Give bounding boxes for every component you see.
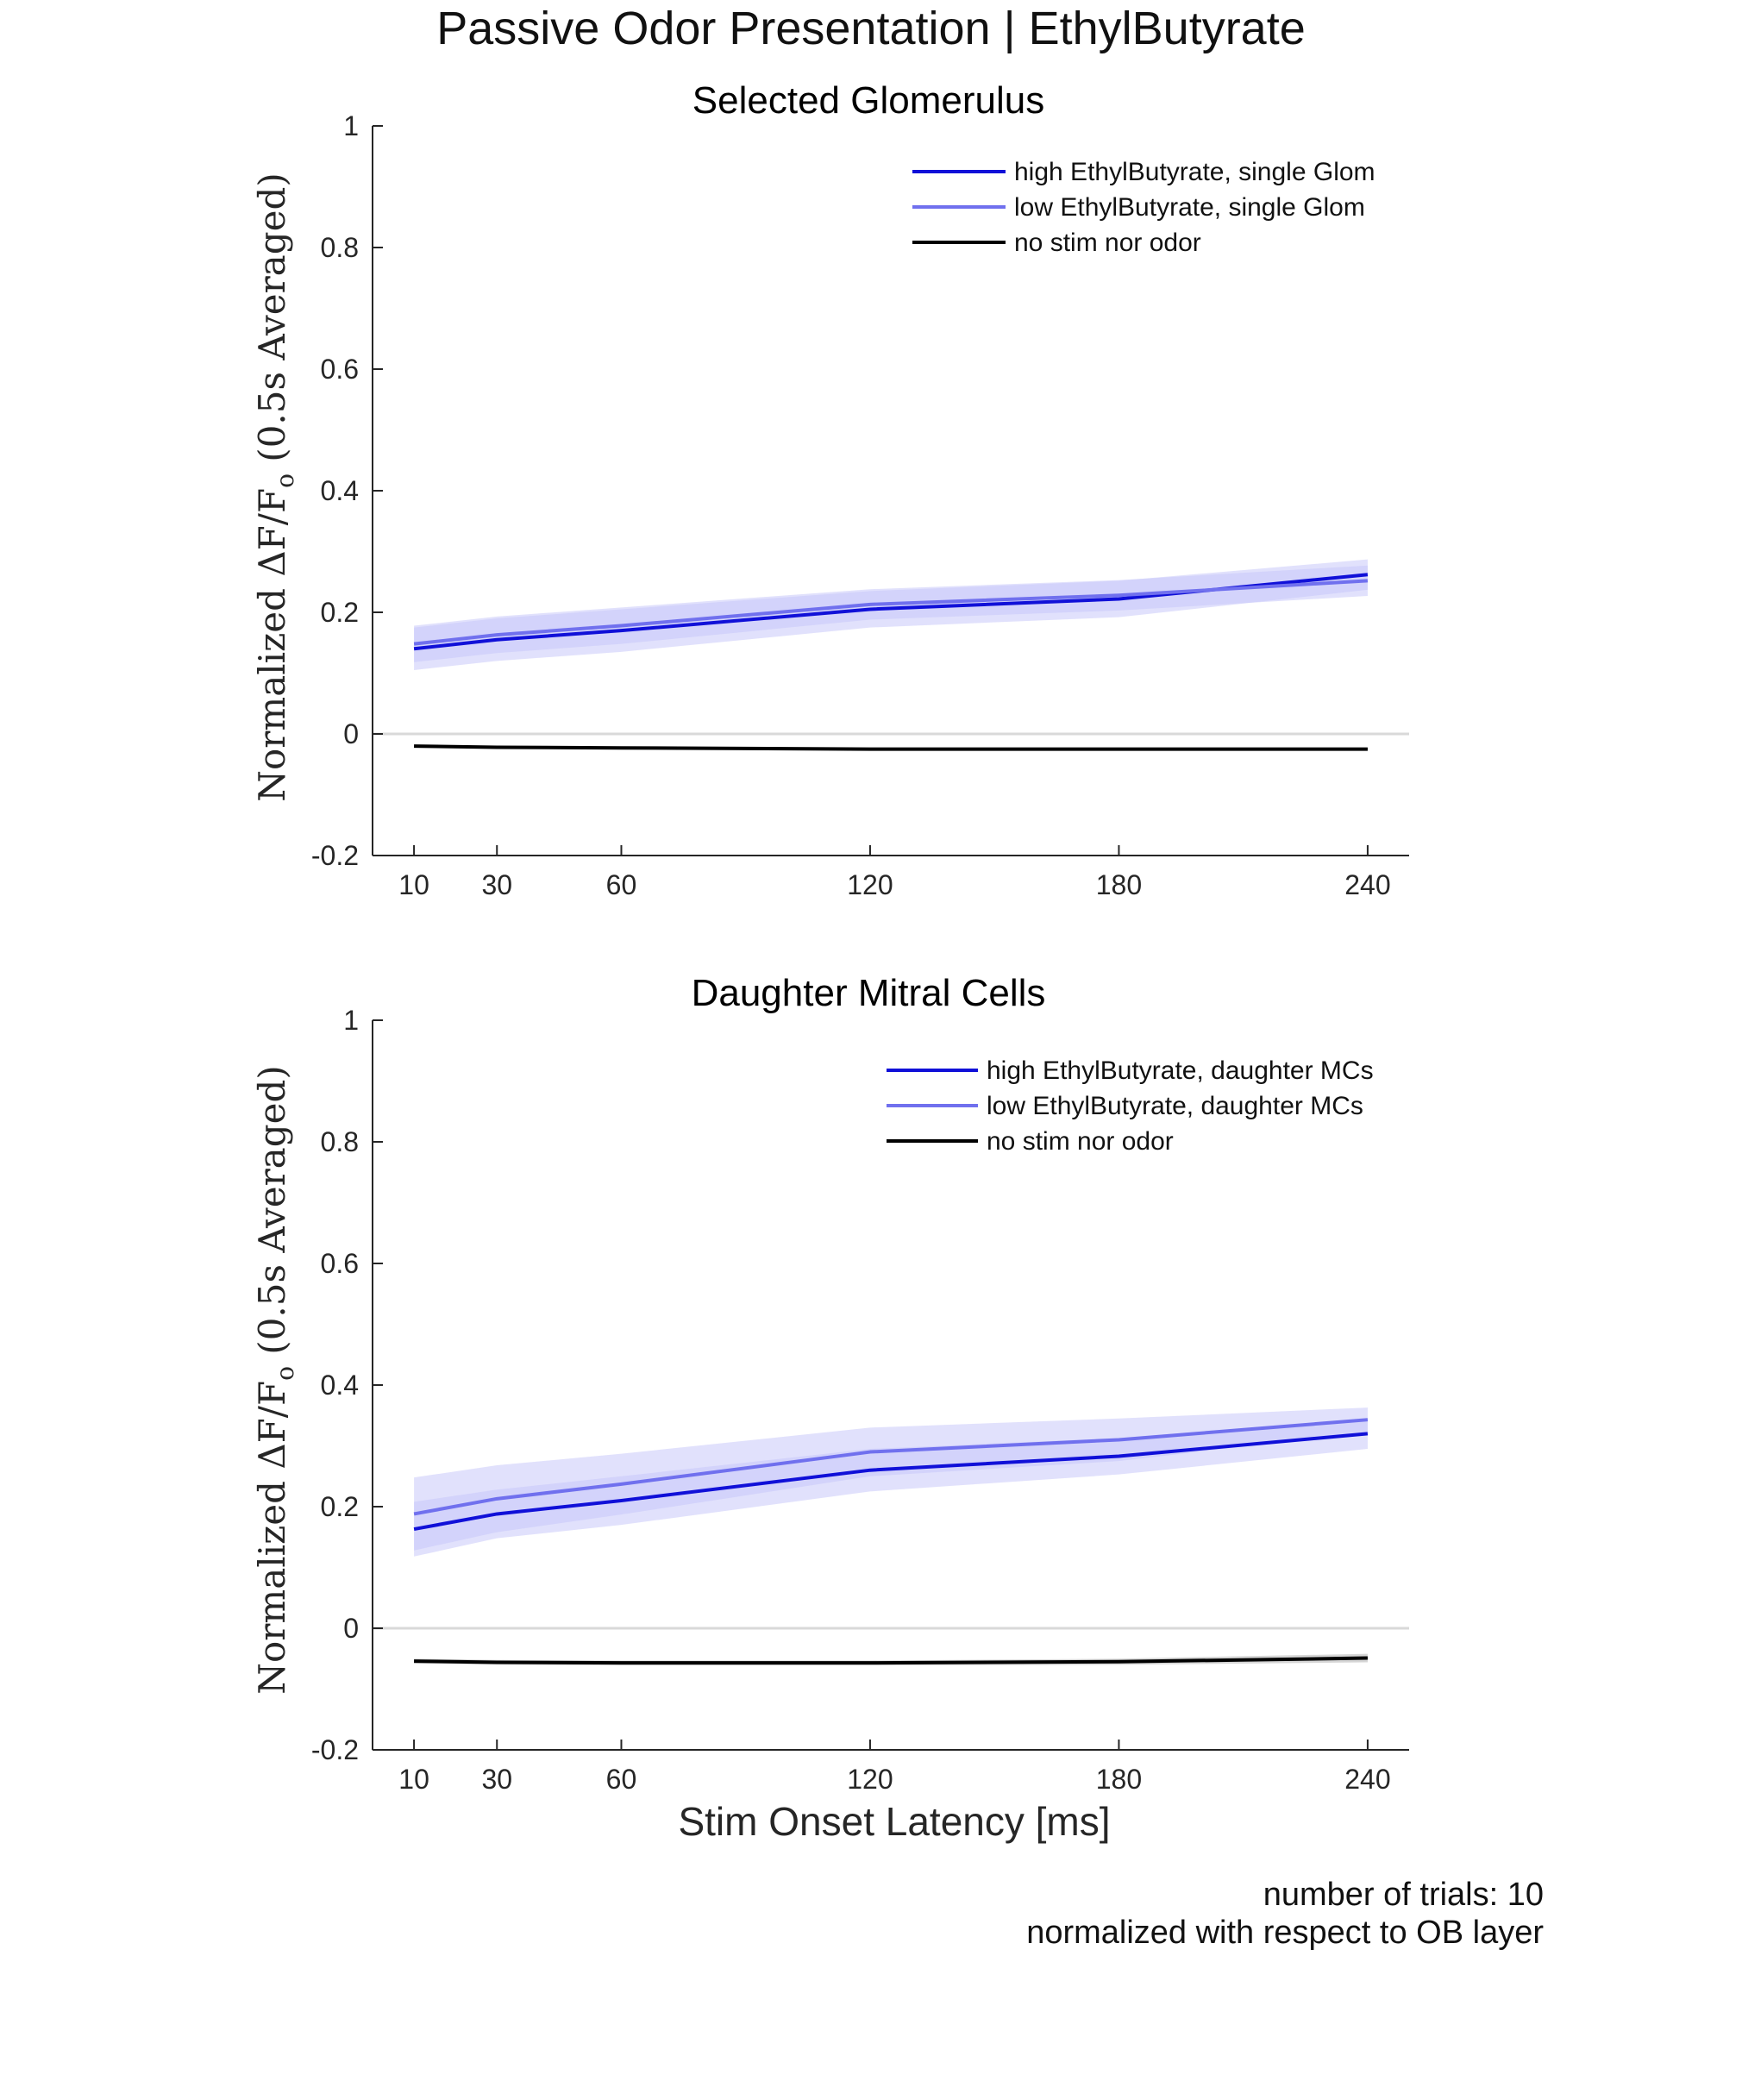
y-tick-label: 1 [343, 1005, 359, 1036]
x-tick-label: 10 [398, 869, 429, 900]
series-line-none [414, 744, 1368, 751]
x-tick-label: 180 [1096, 1764, 1142, 1795]
y-axis-label: Normalized ΔF/Fo (0.5s Averaged) [251, 172, 299, 801]
y-tick-label: 0.6 [321, 1248, 359, 1279]
y-tick-label: 0.8 [321, 232, 359, 263]
plot-area: -0.2 0 0.2 0.4 0.6 0.8 1 10 30 60 120 180 240 high Et… [311, 110, 1409, 900]
panel-daughter-mitral-cells: Daughter Mitral Cells Normalized ΔF/Fo (… [251, 972, 1409, 1844]
x-tick-label: 180 [1096, 869, 1142, 900]
x-tick-label: 60 [606, 1764, 637, 1795]
y-tick-label: 1 [343, 110, 359, 141]
y-tick-label: -0.2 [311, 1734, 359, 1765]
svg-text:Normalized ΔF/Fo (0.5s Average: Normalized ΔF/Fo (0.5s Averaged) [251, 1065, 299, 1694]
svg-text:Normalized ΔF/Fo (0.5s Average: Normalized ΔF/Fo (0.5s Averaged) [251, 172, 299, 801]
series-line-high [413, 573, 1369, 651]
y-tick-label: 0.2 [321, 1491, 359, 1522]
legend-label-none: no stim nor odor [1014, 229, 1201, 257]
x-tick-label: 10 [398, 1764, 429, 1795]
figure-title: Passive Odor Presentation | EthylButyrat… [436, 3, 1306, 54]
y-tick-label: 0.2 [321, 597, 359, 628]
plot-area: -0.2 0 0.2 0.4 0.6 0.8 1 10 30 60 120 180 240 high Et… [311, 1005, 1409, 1795]
footnote-trials: number of trials: 10 [1263, 1877, 1544, 1913]
x-tick-label: 240 [1344, 1764, 1390, 1795]
x-tick-label: 120 [847, 1764, 893, 1795]
y-tick-label: 0.4 [321, 475, 359, 506]
y-tick-label: 0.4 [321, 1370, 359, 1401]
legend-label-low: low EthylButyrate, daughter MCs [987, 1092, 1363, 1120]
legend: high EthylButyrate, single Glom low Ethyl… [912, 158, 1375, 257]
legend-label-high: high EthylButyrate, daughter MCs [987, 1056, 1374, 1085]
panel-title: Selected Glomerulus [692, 79, 1044, 122]
y-axis-label: Normalized ΔF/Fo (0.5s Averaged) [251, 1065, 299, 1694]
x-tick-label: 120 [847, 869, 893, 900]
legend: high EthylButyrate, daughter MCs low Ethy… [887, 1056, 1374, 1156]
series-line-none [414, 1656, 1368, 1665]
x-tick-label: 240 [1344, 869, 1390, 900]
legend-label-low: low EthylButyrate, single Glom [1014, 193, 1365, 222]
x-tick-label: 30 [481, 869, 512, 900]
y-tick-label: 0.8 [321, 1126, 359, 1157]
legend-label-high: high EthylButyrate, single Glom [1014, 158, 1375, 186]
x-tick-label: 60 [606, 869, 637, 900]
series-line-high [413, 1432, 1369, 1532]
x-axis-label: Stim Onset Latency [ms] [678, 1799, 1110, 1844]
panel-selected-glomerulus: Selected Glomerulus Normalized ΔF/Fo (0.… [251, 79, 1409, 900]
y-tick-label: 0.6 [321, 354, 359, 385]
y-tick-label: 0 [343, 1613, 359, 1644]
x-tick-label: 30 [481, 1764, 512, 1795]
footnote-normalization: normalized with respect to OB layer [1026, 1915, 1544, 1951]
y-tick-label: 0 [343, 718, 359, 749]
series-line-low [413, 1418, 1369, 1516]
y-tick-label: -0.2 [311, 840, 359, 871]
error-band-low [414, 565, 1368, 662]
error-band-low [414, 1407, 1368, 1551]
panel-title: Daughter Mitral Cells [692, 972, 1046, 1014]
series-line-low [413, 579, 1369, 646]
legend-label-none: no stim nor odor [987, 1127, 1174, 1156]
